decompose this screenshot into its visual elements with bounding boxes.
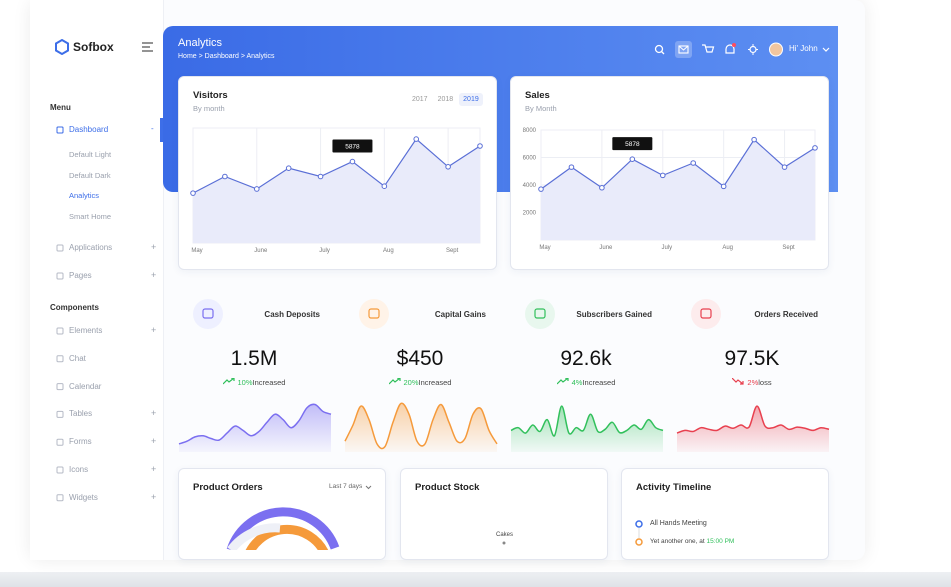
- menu-item[interactable]: Elements: [69, 326, 103, 335]
- stat-title: Orders Received: [754, 310, 818, 319]
- chart-subtitle: By month: [193, 104, 225, 113]
- menu-toggle[interactable]: +: [151, 464, 157, 474]
- change-value: 2%: [747, 378, 759, 387]
- menu-toggle[interactable]: -: [151, 124, 154, 133]
- trend-arrow: [731, 377, 745, 385]
- stat-title: Capital Gains: [434, 310, 486, 319]
- menu-toggle[interactable]: +: [151, 491, 157, 502]
- trend-arrow: [222, 377, 235, 385]
- timeline-item: Yet another one, at 15:00 PM: [650, 538, 734, 545]
- menu-item[interactable]: Widgets: [69, 492, 98, 502]
- change-value: 4%: [571, 378, 583, 387]
- breadcrumb: Home > Dashboard > Analytics: [178, 53, 275, 60]
- change-text: Increased: [582, 378, 616, 387]
- section-title: Menu: [50, 103, 71, 112]
- year-tab[interactable]: 2018: [437, 96, 454, 103]
- brand: Sofbox: [73, 40, 114, 54]
- change-text: loss: [758, 378, 772, 387]
- stat-title: Subscribers Gained: [576, 310, 652, 319]
- menu-toggle[interactable]: +: [151, 436, 157, 447]
- card-title: Product Stock: [415, 482, 480, 493]
- chart-title: Visitors: [193, 90, 228, 101]
- timeline-text: Yet another one, at: [650, 538, 707, 545]
- stat-change: 4%Increased: [510, 377, 662, 387]
- menu-toggle[interactable]: [142, 42, 154, 52]
- menu-toggle[interactable]: +: [151, 325, 157, 335]
- change-value: 20%: [403, 378, 419, 387]
- submenu-item[interactable]: Default Dark: [69, 170, 111, 180]
- section-title: Components: [50, 303, 99, 312]
- change-value: 10%: [237, 378, 253, 387]
- menu-item[interactable]: Applications: [69, 243, 113, 252]
- header-icons: [654, 41, 830, 58]
- card-title: Product Orders: [193, 482, 263, 493]
- menu-item[interactable]: Calendar: [69, 381, 102, 391]
- page-title: Analytics: [178, 37, 223, 49]
- menu-item[interactable]: Dashboard: [69, 125, 109, 134]
- device-base: [0, 572, 951, 587]
- stock-label: Cakes: [496, 532, 514, 538]
- timeline-time: 15:00 PM: [706, 538, 735, 545]
- menu-item[interactable]: Icons: [69, 465, 89, 474]
- product-stock-card: [400, 468, 608, 560]
- card-title: Activity Timeline: [636, 482, 712, 493]
- stat-value: 1.5M: [230, 347, 278, 370]
- timeline-card: [621, 468, 829, 560]
- chart-title: Sales: [525, 90, 550, 101]
- sales-card: [510, 76, 829, 270]
- chart-subtitle: By Month: [525, 104, 557, 113]
- timeline-item: All Hands Meeting: [650, 520, 707, 527]
- submenu-item[interactable]: Default Light: [69, 150, 112, 159]
- logo-icon: [55, 39, 69, 55]
- user-name[interactable]: Hi' John: [789, 44, 818, 53]
- trend-arrow: [556, 377, 569, 385]
- change-text: Increased: [418, 378, 452, 387]
- year-tab[interactable]: 2017: [412, 96, 428, 103]
- menu-item[interactable]: Tables: [69, 409, 93, 419]
- trend-arrow: [388, 377, 401, 385]
- submenu-item[interactable]: Smart Home: [69, 212, 112, 222]
- menu-item[interactable]: Chat: [69, 353, 86, 363]
- stat-change: 10%Increased: [178, 377, 330, 387]
- filter-dropdown[interactable]: Last 7 days: [329, 483, 363, 490]
- menu-toggle[interactable]: +: [151, 270, 157, 280]
- stat-value: 97.5K: [724, 347, 780, 370]
- year-tabs: 2017 2018 2019: [408, 93, 483, 106]
- stat-value: 92.6k: [560, 347, 612, 370]
- change-text: Increased: [252, 378, 286, 387]
- menu-item[interactable]: Pages: [69, 271, 92, 280]
- menu-toggle[interactable]: +: [151, 408, 157, 419]
- submenu-item[interactable]: Analytics: [69, 191, 100, 201]
- menu-item[interactable]: Forms: [69, 437, 92, 447]
- stat-value: $450: [396, 347, 444, 370]
- stat-title: Cash Deposits: [264, 310, 320, 319]
- stat-change: 20%Increased: [344, 377, 496, 387]
- sidebar: [30, 0, 164, 560]
- menu-toggle[interactable]: +: [151, 242, 157, 252]
- stat-change: 2%loss: [676, 377, 828, 387]
- year-tab[interactable]: 2019: [459, 93, 483, 106]
